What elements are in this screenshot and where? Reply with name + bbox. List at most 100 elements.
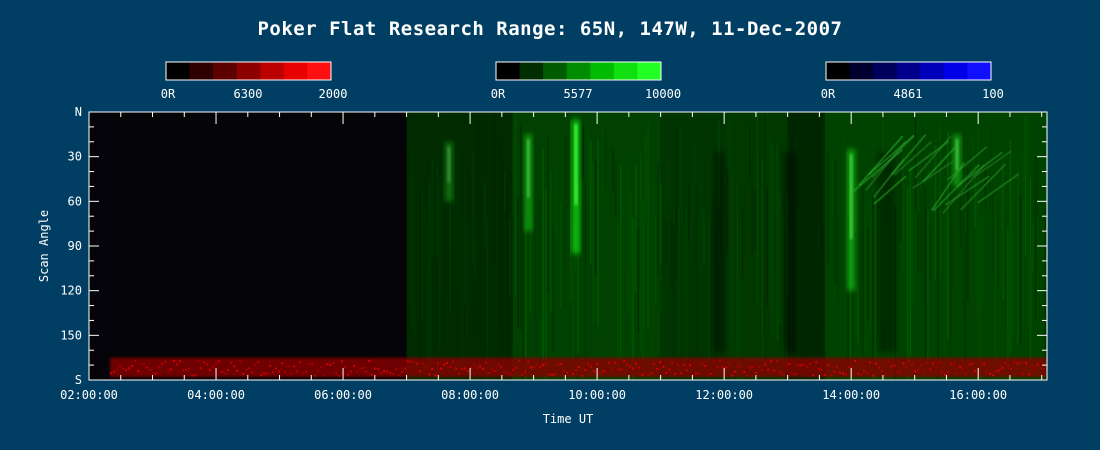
green-streak (827, 153, 829, 266)
green-streak (665, 222, 668, 263)
green-streak (559, 202, 562, 309)
red-emission-pixel (659, 361, 662, 364)
green-streak (954, 195, 957, 312)
red-emission-pixel (623, 359, 626, 362)
red-emission-pixel (437, 362, 440, 365)
green-streak (872, 195, 874, 358)
green-streak (695, 187, 698, 374)
green-streak (1012, 197, 1014, 340)
green-streak (685, 205, 688, 372)
red-emission-pixel (785, 364, 788, 367)
red-emission-pixel (482, 367, 485, 370)
green-streak (769, 132, 771, 309)
green-streak (1044, 208, 1047, 380)
green-streak (660, 210, 663, 312)
red-emission-pixel (326, 363, 329, 366)
red-emission-pixel (557, 363, 560, 366)
green-streak (917, 212, 919, 273)
green-streak (982, 212, 984, 303)
colorbar-max-label: 10000 (645, 87, 681, 101)
green-streak (532, 159, 534, 243)
red-emission-pixel (980, 361, 983, 364)
red-emission-pixel (197, 360, 200, 363)
red-emission-pixel (611, 368, 614, 371)
red-emission-pixel (941, 371, 944, 374)
red-emission-pixel (1010, 367, 1013, 370)
green-streak (414, 177, 416, 341)
green-streak (1022, 147, 1024, 325)
x-tick-label: 10:00:00 (568, 388, 626, 402)
green-ray (893, 140, 933, 176)
red-emission-pixel (665, 371, 668, 374)
colorbar-segment (166, 62, 191, 80)
green-streak (434, 151, 436, 220)
red-emission-pixel (797, 364, 800, 367)
red-emission-pixel (476, 367, 479, 370)
green-streak (937, 196, 939, 380)
red-emission-pixel (641, 373, 644, 376)
green-streak (509, 220, 511, 294)
red-emission-pixel (1013, 360, 1016, 363)
red-emission-pixel (674, 372, 677, 375)
red-emission-pixel (791, 372, 794, 375)
red-emission-pixel (149, 369, 152, 372)
red-emission-pixel (308, 362, 311, 365)
red-emission-pixel (506, 372, 509, 375)
green-streak (421, 194, 424, 319)
red-emission-pixel (305, 370, 308, 373)
red-emission-pixel (344, 366, 347, 369)
green-streak (634, 164, 637, 293)
red-emission-pixel (236, 369, 239, 372)
red-emission-pixel (503, 371, 506, 374)
red-emission-pixel (935, 366, 938, 369)
red-emission-pixel (320, 366, 323, 369)
green-streak (552, 225, 554, 353)
colorbar-segment (283, 62, 308, 80)
green-streak (832, 157, 834, 214)
red-emission-pixel (191, 374, 194, 377)
red-emission-pixel (509, 373, 512, 376)
green-streak (539, 199, 542, 316)
green-streak (708, 215, 710, 380)
green-streak (491, 113, 494, 198)
green-streak (632, 218, 634, 380)
green-streak (654, 216, 657, 306)
green-streak (952, 218, 954, 288)
red-emission-pixel (134, 359, 137, 362)
red-emission-pixel (962, 368, 965, 371)
green-streak (647, 124, 649, 330)
green-streak (511, 179, 514, 343)
y-tick-label: N (75, 105, 82, 119)
red-emission-pixel (902, 362, 905, 365)
green-streak (751, 154, 754, 257)
red-emission-pixel (833, 370, 836, 373)
red-emission-pixel (269, 364, 272, 367)
red-emission-pixel (698, 372, 701, 375)
green-streak (1004, 214, 1007, 328)
red-emission-pixel (746, 374, 749, 377)
green-streak (506, 188, 509, 380)
red-emission-pixel (662, 365, 665, 368)
green-ray (922, 145, 957, 183)
red-emission-pixel (629, 365, 632, 368)
red-emission-pixel (314, 374, 317, 377)
green-ray (873, 175, 907, 205)
red-emission-pixel (413, 361, 416, 364)
red-emission-pixel (257, 361, 260, 364)
red-emission-pixel (998, 369, 1001, 372)
green-streak (629, 191, 632, 346)
green-streak (731, 168, 734, 354)
x-axis: 02:00:00 04:00:00 06:00:00 08:00:00 10:00:00… (60, 112, 1043, 402)
red-emission-pixel (539, 366, 542, 369)
green-streak (572, 221, 574, 380)
red-emission-pixel (650, 371, 653, 374)
red-emission-pixel (464, 367, 467, 370)
red-emission-pixel (869, 361, 872, 364)
green-streak (939, 125, 942, 277)
green-streak (874, 196, 877, 380)
green-streak (1017, 165, 1019, 344)
green-streak (999, 177, 1002, 291)
colorbar-legend: 0R 6300 2000 0R 5577 10000 0R 4861 100 (161, 61, 1004, 101)
green-streak (1034, 155, 1037, 322)
green-streak (454, 146, 456, 252)
